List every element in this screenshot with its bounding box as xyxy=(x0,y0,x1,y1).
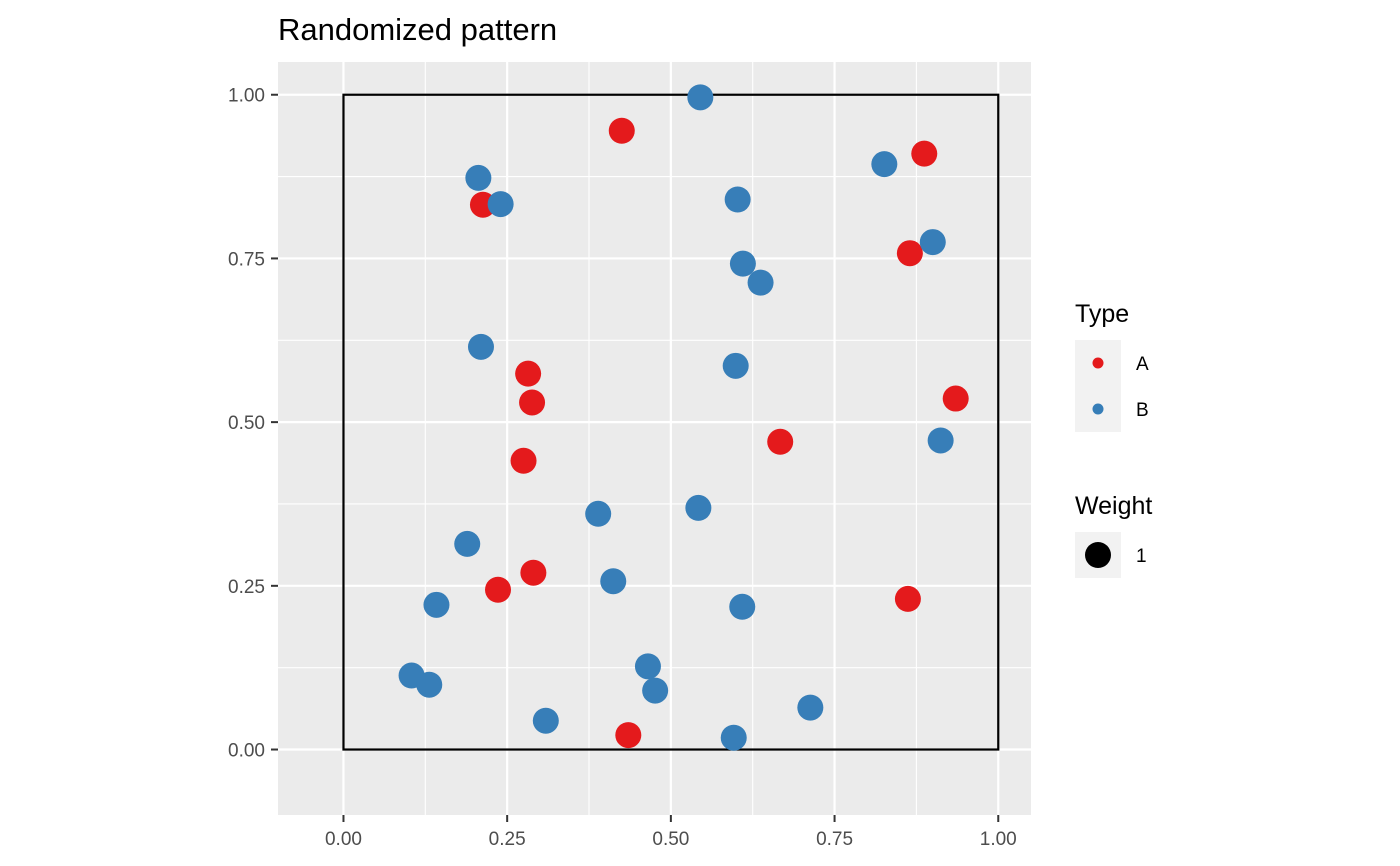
point-b-1 xyxy=(871,151,898,178)
point-b-5 xyxy=(919,229,946,256)
point-b-7 xyxy=(747,269,774,296)
point-b-10 xyxy=(927,427,954,454)
y-tick-label-1: 0.25 xyxy=(228,577,265,598)
point-b-0 xyxy=(687,84,714,111)
y-tick-label-2: 0.50 xyxy=(228,413,265,434)
legend-label-b: B xyxy=(1136,400,1149,421)
observation-window xyxy=(342,93,1000,751)
x-tick-label-1: 0.25 xyxy=(489,829,526,850)
x-tick-label-3: 0.75 xyxy=(816,829,853,850)
point-b-17 xyxy=(634,653,661,680)
x-tick-label-0: 0.00 xyxy=(325,829,362,850)
legend-type-title: Type xyxy=(1075,300,1129,328)
point-a-3 xyxy=(896,240,923,267)
point-b-23 xyxy=(720,724,747,751)
x-axis: 0.00 0.25 0.50 0.75 1.00 xyxy=(325,815,1017,850)
legend-key-a-swatch xyxy=(1092,357,1104,369)
point-b-4 xyxy=(724,186,751,213)
point-a-4 xyxy=(515,360,542,387)
point-a-0 xyxy=(608,117,635,144)
point-b-3 xyxy=(487,191,514,218)
chart-title: Randomized pattern xyxy=(278,12,557,47)
point-b-14 xyxy=(600,568,627,595)
legend-key-b-swatch xyxy=(1092,403,1104,415)
x-tick-label-2: 0.50 xyxy=(652,829,689,850)
point-a-8 xyxy=(510,447,537,474)
point-a-1 xyxy=(911,140,938,167)
legend-label-weight-1: 1 xyxy=(1136,546,1147,567)
point-b-11 xyxy=(685,494,712,521)
point-b-16 xyxy=(729,593,756,620)
x-tick-label-4: 1.00 xyxy=(980,829,1017,850)
point-b-21 xyxy=(797,694,824,721)
point-b-15 xyxy=(423,591,450,618)
y-tick-label-0: 0.00 xyxy=(228,741,265,762)
point-b-8 xyxy=(467,333,494,360)
point-b-13 xyxy=(454,530,481,557)
legend-label-a: A xyxy=(1136,354,1149,375)
data-points xyxy=(398,84,969,751)
point-a-10 xyxy=(485,576,512,603)
point-a-9 xyxy=(520,559,547,586)
legend: Type A B Weight 1 xyxy=(1075,300,1152,578)
y-tick-label-4: 1.00 xyxy=(228,86,265,107)
point-a-6 xyxy=(942,385,969,412)
point-b-9 xyxy=(722,352,749,379)
point-b-6 xyxy=(729,250,756,277)
y-tick-label-3: 0.75 xyxy=(228,249,265,270)
point-b-20 xyxy=(642,677,669,704)
point-a-12 xyxy=(615,722,642,749)
point-a-5 xyxy=(519,389,546,416)
point-a-11 xyxy=(894,585,921,612)
point-a-7 xyxy=(767,428,794,455)
legend-key-weight-swatch xyxy=(1085,542,1111,568)
y-axis: 0.00 0.25 0.50 0.75 1.00 xyxy=(228,86,278,762)
point-b-2 xyxy=(465,164,492,191)
point-b-22 xyxy=(532,707,559,734)
point-b-19 xyxy=(416,671,443,698)
window-boundary xyxy=(342,93,1000,751)
legend-weight-title: Weight xyxy=(1075,492,1152,520)
point-b-12 xyxy=(585,500,612,527)
